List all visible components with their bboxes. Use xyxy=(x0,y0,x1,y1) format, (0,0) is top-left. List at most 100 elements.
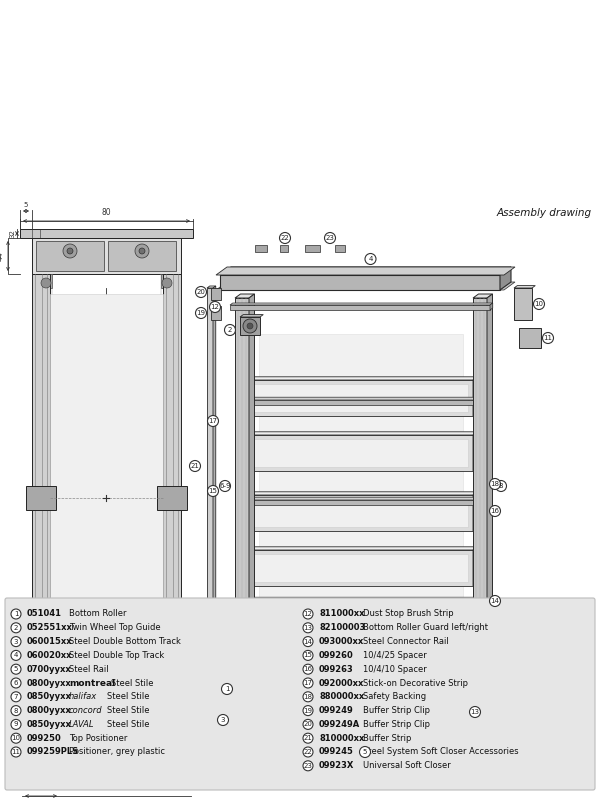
Text: 880000xx: 880000xx xyxy=(319,692,364,702)
Polygon shape xyxy=(473,492,478,531)
Text: 16: 16 xyxy=(491,508,499,514)
Bar xyxy=(157,486,187,510)
Text: halifax: halifax xyxy=(69,692,97,702)
Text: 4: 4 xyxy=(14,652,18,658)
Bar xyxy=(255,245,267,252)
Circle shape xyxy=(208,416,218,426)
Text: Positioner, grey plastic: Positioner, grey plastic xyxy=(69,747,165,756)
Text: 6: 6 xyxy=(14,680,18,686)
Text: concord: concord xyxy=(69,706,103,715)
Text: 099249: 099249 xyxy=(319,706,354,715)
Bar xyxy=(32,274,50,721)
Bar xyxy=(40,274,52,288)
Polygon shape xyxy=(244,397,482,400)
Text: 18: 18 xyxy=(304,694,313,700)
Circle shape xyxy=(135,244,149,258)
Bar xyxy=(235,298,249,674)
Bar xyxy=(280,245,288,252)
Text: Bottom Roller: Bottom Roller xyxy=(69,610,127,618)
Circle shape xyxy=(303,706,313,715)
Text: 15: 15 xyxy=(304,652,313,658)
Polygon shape xyxy=(473,294,493,298)
Circle shape xyxy=(63,244,77,258)
Text: 1: 1 xyxy=(14,611,18,617)
Bar xyxy=(249,435,473,471)
Text: Steel Double Top Track: Steel Double Top Track xyxy=(69,651,164,660)
Polygon shape xyxy=(495,702,503,714)
Text: 093000xx: 093000xx xyxy=(319,637,364,646)
Text: Dust Stop Brush Strip: Dust Stop Brush Strip xyxy=(363,610,454,618)
Polygon shape xyxy=(473,607,478,646)
Polygon shape xyxy=(235,670,262,674)
Polygon shape xyxy=(235,294,254,298)
Bar xyxy=(163,740,181,756)
Bar xyxy=(259,334,463,634)
Bar xyxy=(244,600,478,605)
Bar xyxy=(254,664,468,692)
Polygon shape xyxy=(487,294,493,674)
Circle shape xyxy=(209,301,221,312)
Circle shape xyxy=(11,637,21,646)
Text: 17: 17 xyxy=(304,680,313,686)
Text: 20: 20 xyxy=(197,289,205,295)
Text: 11: 11 xyxy=(544,335,553,341)
Polygon shape xyxy=(495,743,502,756)
Circle shape xyxy=(303,664,313,674)
Circle shape xyxy=(490,478,500,489)
Text: 5: 5 xyxy=(24,202,28,208)
Text: 810000xx: 810000xx xyxy=(319,734,364,743)
Bar xyxy=(254,554,468,582)
Circle shape xyxy=(41,278,51,288)
Polygon shape xyxy=(249,547,478,550)
Text: 21: 21 xyxy=(191,463,199,469)
Text: 12: 12 xyxy=(304,611,313,617)
Bar xyxy=(514,288,532,320)
Text: 0800yyxx: 0800yyxx xyxy=(27,678,72,687)
Polygon shape xyxy=(244,497,482,500)
Text: 0800yyxx: 0800yyxx xyxy=(27,706,72,715)
Text: 13: 13 xyxy=(470,709,479,715)
Circle shape xyxy=(11,719,21,730)
Text: 21: 21 xyxy=(304,735,313,741)
Polygon shape xyxy=(495,712,503,728)
Polygon shape xyxy=(490,303,493,310)
Circle shape xyxy=(242,685,250,693)
Circle shape xyxy=(470,685,478,693)
Circle shape xyxy=(325,232,335,244)
Bar xyxy=(463,674,485,704)
Bar xyxy=(249,495,473,531)
Text: 12: 12 xyxy=(211,304,220,310)
Text: 14: 14 xyxy=(304,638,313,645)
Text: 11: 11 xyxy=(16,766,25,771)
Polygon shape xyxy=(216,282,515,290)
Bar xyxy=(244,400,478,405)
Text: 18: 18 xyxy=(491,481,499,487)
Circle shape xyxy=(542,332,554,344)
Circle shape xyxy=(303,623,313,633)
Text: 5: 5 xyxy=(363,749,367,755)
Circle shape xyxy=(208,485,218,497)
Bar xyxy=(249,380,473,416)
Bar xyxy=(211,306,221,320)
Text: 14: 14 xyxy=(491,598,499,604)
Polygon shape xyxy=(249,376,478,380)
Text: Steel Double Bottom Track: Steel Double Bottom Track xyxy=(69,637,181,646)
Text: 4: 4 xyxy=(368,256,373,262)
FancyBboxPatch shape xyxy=(5,598,595,790)
Text: Steel Rail: Steel Rail xyxy=(69,665,109,674)
Text: 1: 1 xyxy=(225,686,229,692)
Text: 5: 5 xyxy=(14,666,18,672)
Polygon shape xyxy=(244,598,482,600)
Text: 44: 44 xyxy=(0,252,5,261)
Text: 22: 22 xyxy=(304,749,313,755)
Bar xyxy=(235,674,257,704)
Text: LAVAL: LAVAL xyxy=(69,720,95,729)
Text: 10: 10 xyxy=(535,301,544,307)
Text: 11: 11 xyxy=(11,749,20,755)
Circle shape xyxy=(303,609,313,619)
Circle shape xyxy=(359,747,371,758)
Text: 16: 16 xyxy=(304,666,313,672)
Text: 099260: 099260 xyxy=(319,651,354,660)
Circle shape xyxy=(221,683,233,694)
Text: 09923X: 09923X xyxy=(319,761,355,771)
